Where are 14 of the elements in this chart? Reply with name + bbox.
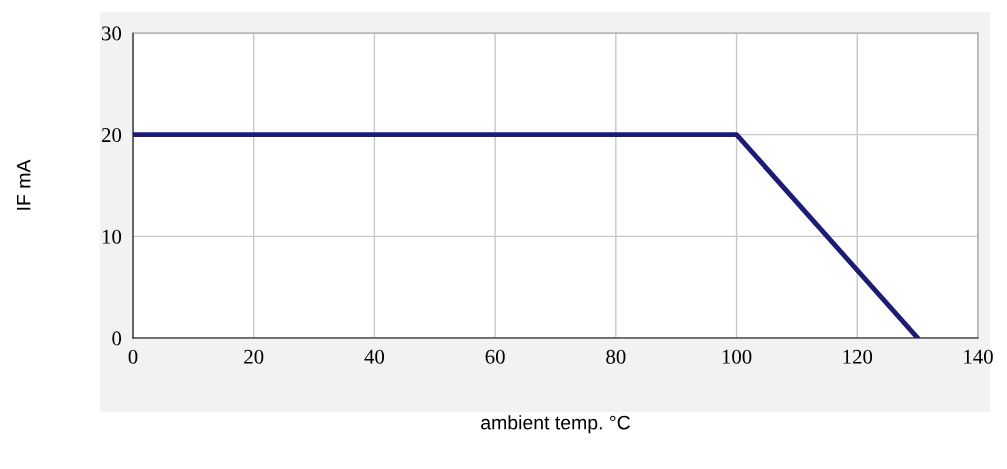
x-tick-label: 120: [843, 349, 873, 364]
y-tick-label: 10: [102, 229, 122, 244]
x-tick-label: 100: [722, 349, 752, 364]
y-tick-label: 0: [112, 331, 122, 346]
y-tick-label: 20: [101, 128, 122, 143]
x-tick-label: 80: [606, 349, 626, 364]
x-tick-label: 140: [964, 349, 993, 364]
x-tick-label: 40: [364, 349, 385, 364]
x-tick-label: 20: [244, 349, 264, 364]
y-tick-label: 30: [102, 26, 122, 41]
x-tick-label: 60: [485, 349, 505, 364]
y-axis-title: IF mA: [16, 159, 31, 210]
x-axis-title: ambient temp. °C: [481, 415, 630, 434]
x-tick-label: 0: [128, 349, 138, 364]
